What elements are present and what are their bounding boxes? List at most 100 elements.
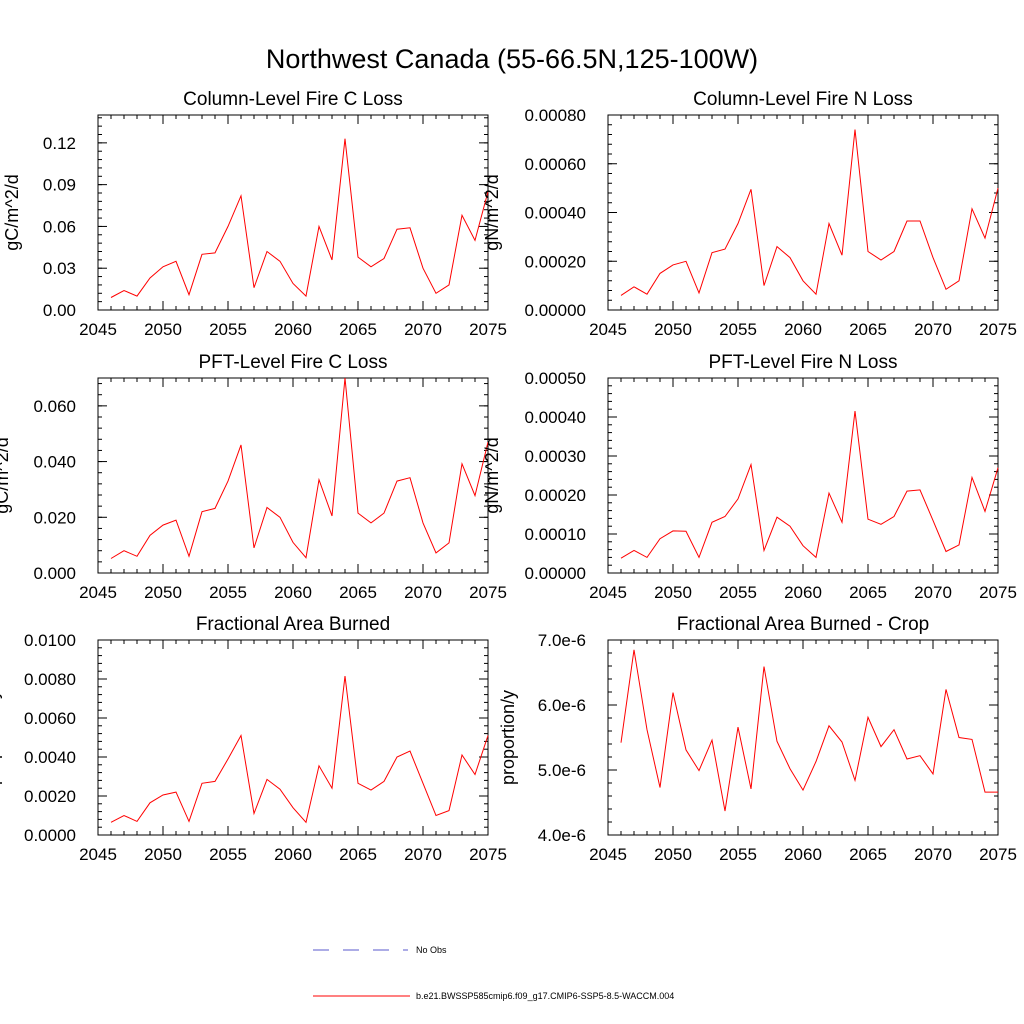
y-tick-label: 0.0080 [24,670,76,689]
y-axis-label: proportion/y [498,690,518,785]
x-tick-label: 2065 [849,583,887,602]
x-tick-label: 2075 [469,583,507,602]
chart-panel-4: PFT-Level Fire N Loss gN/m^2/d 2045 2050 205… [482,352,1017,602]
y-tick-label: 0.00000 [525,301,586,320]
series-line [620,649,998,812]
y-tick-label: 5.0e-6 [538,761,586,780]
x-tick-label: 2075 [469,320,507,339]
y-tick-label: 0.0040 [24,748,76,767]
series-line [620,411,999,559]
x-tick-label: 2070 [404,583,442,602]
series-line [620,129,999,296]
y-axis-label: gC/m^2/d [2,174,22,250]
y-axis-label: gC/m^2/d [0,437,12,513]
x-tick-label: 2050 [144,583,182,602]
chart-panel-2: Column-Level Fire N Loss gN/m^2/d 2045 2050… [482,89,1017,339]
y-tick-label: 0.00060 [525,155,586,174]
y-tick-label: 0.12 [43,134,76,153]
x-tick-label: 2075 [469,845,507,864]
y-tick-label: 0.00000 [525,564,586,583]
y-tick-label: 0.00020 [525,486,586,505]
legend-label-model: b.e21.BWSSP585cmip6.f09_g17.CMIP6-SSP5-8… [416,991,674,1001]
chart-panel-6: Fractional Area Burned - Crop proportion/… [498,614,1017,864]
y-tick-label: 0.00020 [525,252,586,271]
x-tick-label: 2045 [589,583,627,602]
x-tick-label: 2055 [719,320,757,339]
plot-frame [607,377,999,574]
y-tick-label: 0.000 [33,564,76,583]
x-tick-label: 2045 [589,320,627,339]
plot-frame [97,639,489,836]
x-tick-label: 2055 [719,583,757,602]
x-tick-label: 2055 [209,583,247,602]
x-tick-label: 2050 [654,320,692,339]
y-tick-label: 0.0100 [24,631,76,650]
y-tick-label: 0.00010 [525,525,586,544]
y-tick-label: 0.00080 [525,106,586,125]
x-tick-label: 2060 [274,845,312,864]
x-tick-label: 2065 [849,845,887,864]
x-tick-label: 2055 [719,845,757,864]
x-tick-label: 2045 [79,845,117,864]
x-tick-label: 2045 [79,583,117,602]
x-tick-label: 2045 [79,320,117,339]
panel-title: PFT-Level Fire N Loss [709,352,898,373]
x-tick-label: 2060 [784,845,822,864]
x-tick-label: 2050 [654,845,692,864]
panel-title: Column-Level Fire N Loss [693,89,913,110]
x-tick-label: 2065 [339,320,377,339]
y-axis-label: gN/m^2/d [482,437,502,513]
y-axis-label: proportion/y [0,690,2,785]
y-tick-label: 0.0060 [24,709,76,728]
series-line [110,377,489,559]
x-tick-label: 2045 [589,845,627,864]
chart-panel-1: Column-Level Fire C Loss gC/m^2/d 2045 2050… [2,89,507,339]
x-tick-label: 2050 [654,583,692,602]
y-tick-label: 0.040 [33,453,76,472]
series-line [110,138,489,298]
x-tick-label: 2060 [784,320,822,339]
panel-title: PFT-Level Fire C Loss [199,352,388,373]
y-tick-label: 0.0000 [24,826,76,845]
y-axis-label: gN/m^2/d [482,174,502,250]
x-tick-label: 2075 [979,583,1017,602]
y-tick-label: 0.020 [33,508,76,527]
series-line [110,676,489,824]
x-tick-label: 2065 [339,583,377,602]
x-tick-label: 2050 [144,845,182,864]
y-tick-label: 0.00040 [525,408,586,427]
x-tick-label: 2065 [849,320,887,339]
y-tick-label: 6.0e-6 [538,696,586,715]
x-tick-label: 2070 [404,320,442,339]
y-tick-label: 0.03 [43,259,76,278]
x-tick-label: 2070 [914,583,952,602]
chart-panel-3: PFT-Level Fire C Loss gC/m^2/d 2045 2050 205… [0,352,507,602]
main-title: Northwest Canada (55-66.5N,125-100W) [266,44,758,74]
y-tick-label: 0.00030 [525,447,586,466]
legend-label-no-obs: No Obs [416,945,447,955]
x-tick-label: 2060 [274,583,312,602]
x-tick-label: 2075 [979,320,1017,339]
panel-title: Column-Level Fire C Loss [183,89,403,110]
y-tick-label: 7.0e-6 [538,631,586,650]
x-tick-label: 2070 [914,845,952,864]
y-tick-label: 0.00050 [525,369,586,388]
x-tick-label: 2065 [339,845,377,864]
y-tick-label: 0.09 [43,176,76,195]
x-tick-label: 2050 [144,320,182,339]
x-tick-label: 2055 [209,845,247,864]
x-tick-label: 2075 [979,845,1017,864]
chart-panel-5: Fractional Area Burned proportion/y 2045 20… [0,614,507,864]
y-tick-label: 4.0e-6 [538,826,586,845]
y-tick-label: 0.0020 [24,787,76,806]
panel-title: Fractional Area Burned [196,614,390,635]
plot-frame [97,377,489,574]
y-tick-label: 0.06 [43,217,76,236]
x-tick-label: 2070 [914,320,952,339]
y-tick-label: 0.060 [33,397,76,416]
x-tick-label: 2060 [784,583,822,602]
x-tick-label: 2055 [209,320,247,339]
y-tick-label: 0.00040 [525,204,586,223]
panel-title: Fractional Area Burned - Crop [677,614,929,635]
